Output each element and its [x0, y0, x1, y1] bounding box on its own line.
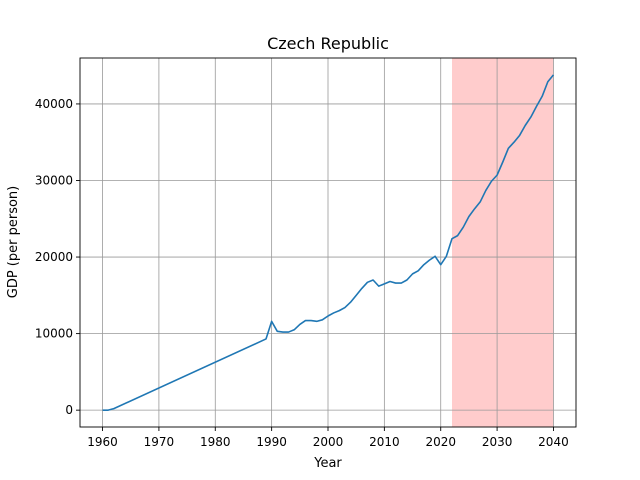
x-tick-label: 2000: [313, 435, 344, 449]
x-axis-label: Year: [313, 456, 342, 471]
x-tick-label: 1970: [144, 435, 175, 449]
x-tick-label: 2040: [538, 435, 569, 449]
chart-title: Czech Republic: [267, 34, 389, 53]
x-tick-label: 1960: [87, 435, 118, 449]
forecast-highlight-band: [452, 58, 554, 427]
y-tick-label: 0: [65, 403, 73, 417]
x-tick-label: 2010: [369, 435, 400, 449]
plot-area: 1960 1970 1980 1990 2000 2010 2020 2030 2040 0 100…: [35, 57, 577, 449]
y-axis-label: GDP (per person): [6, 186, 21, 299]
x-tick-label: 1980: [200, 435, 231, 449]
y-tick-label: 10000: [35, 327, 73, 341]
x-tick-label: 2020: [425, 435, 456, 449]
y-tick-label: 30000: [35, 173, 73, 187]
x-tick-label: 1990: [256, 435, 287, 449]
series-line-0: [102, 74, 555, 411]
y-tick-label: 40000: [35, 97, 73, 111]
y-tick-label: 20000: [35, 250, 73, 264]
x-tick-label: 2030: [482, 435, 513, 449]
